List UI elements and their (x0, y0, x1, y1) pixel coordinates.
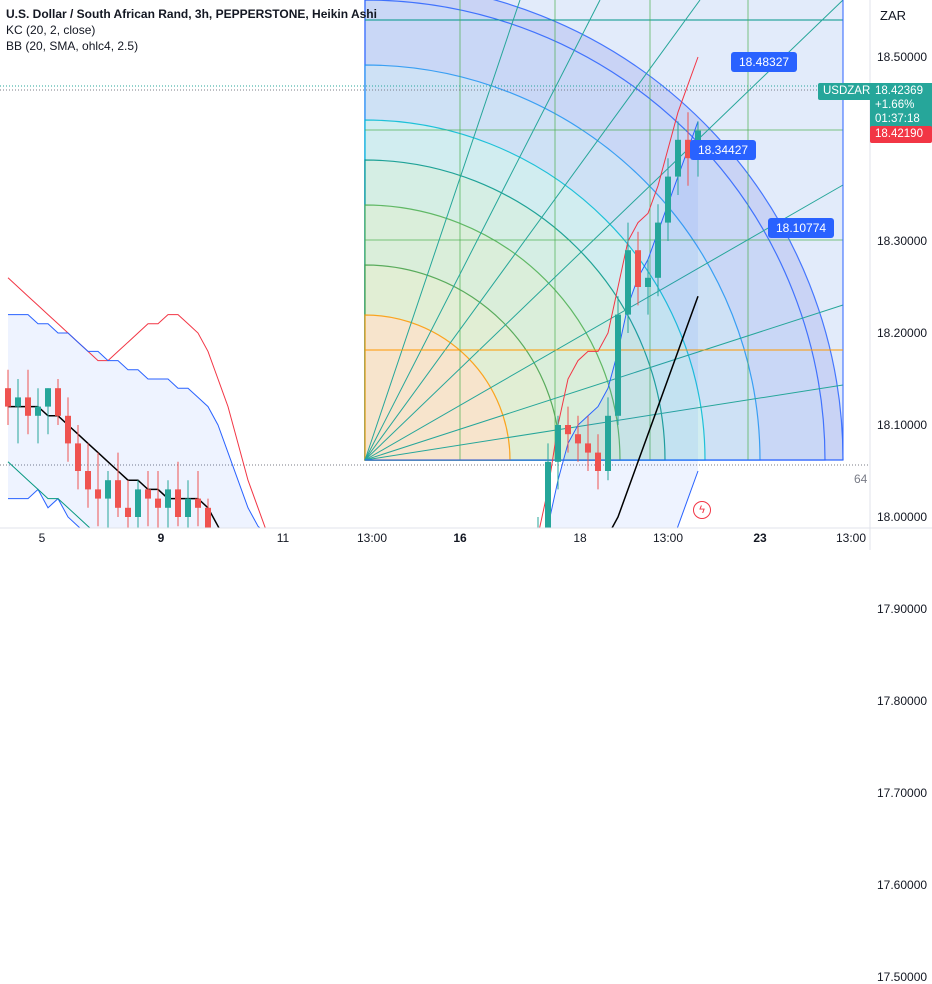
candle-body (65, 415, 71, 444)
time-tick-label: 13:00 (652, 531, 684, 545)
gann-fan-ray (364, 0, 521, 461)
candle-body (155, 498, 161, 508)
candle-body (595, 452, 601, 471)
legend-bb[interactable]: BB (20, SMA, ohlc4, 2.5) (6, 39, 139, 53)
candle-body (165, 489, 171, 508)
candle-body (195, 498, 201, 508)
candle-body (585, 443, 591, 453)
legend-title: U.S. Dollar / South African Rand, 3h, PE… (6, 7, 377, 21)
candle-body (95, 489, 101, 499)
price-tick-label: 17.60000 (877, 878, 928, 892)
candle-body (205, 507, 211, 528)
candle-body (555, 425, 561, 462)
kc-upper-line (7, 56, 699, 528)
gann-fan-ray (364, 304, 844, 461)
candle-body (85, 471, 91, 490)
bb-mid-line (8, 295, 699, 528)
price-change: +1.66% (875, 99, 915, 111)
price-tick-label: 17.90000 (877, 602, 928, 616)
gann-fan-ray (364, 0, 601, 461)
red-price-badge: 18.42190 (870, 126, 932, 143)
price-callout-a[interactable]: 18.48327 (731, 52, 798, 72)
candle-body (575, 434, 581, 444)
price-badge: 18.42369 +1.66% 01:37:18 (870, 83, 932, 128)
price-tick-label: 17.70000 (877, 786, 928, 800)
bar-countdown: 01:37:18 (875, 113, 920, 125)
currency-label[interactable]: ZAR (880, 8, 906, 23)
gann-fan-ray (364, 0, 701, 461)
candle-body (15, 397, 21, 407)
candle-body (75, 443, 81, 471)
indicator-bands (7, 56, 699, 528)
candle-body (115, 480, 121, 508)
candle-body (545, 461, 551, 528)
candle-body (645, 277, 651, 287)
bb-fill (8, 121, 698, 528)
time-tick-label: 18 (573, 531, 587, 545)
candle-body (185, 498, 191, 517)
time-tick-label: 11 (276, 531, 290, 545)
price-callout-b[interactable]: 18.34427 (690, 140, 757, 160)
candle-body (25, 397, 31, 416)
time-tick-label: 13:00 (356, 531, 388, 545)
candle-body (35, 406, 41, 416)
legend-kc[interactable]: KC (20, 2, close) (6, 23, 96, 37)
candle-body (665, 176, 671, 223)
gann-fan-ray (364, 184, 844, 461)
candle-body (45, 388, 51, 407)
bb-upper-line (8, 121, 699, 528)
candle-body (625, 250, 631, 315)
candle-body (55, 388, 61, 416)
price-tick-label: 18.20000 (877, 326, 928, 340)
candle-body (125, 507, 131, 517)
candle-body (615, 314, 621, 416)
price-tick-label: 18.00000 (877, 510, 928, 524)
price-tick-label: 17.50000 (877, 970, 928, 984)
price-tick-label: 18.10000 (877, 418, 928, 432)
candle-body (135, 489, 141, 517)
price-tick-label: 17.80000 (877, 694, 928, 708)
candle-body (145, 489, 151, 499)
candle-body (175, 489, 181, 517)
candle-body (105, 480, 111, 499)
candle-body (635, 250, 641, 287)
candle-body (605, 415, 611, 471)
time-tick-label: 23 (753, 531, 767, 545)
time-tick-label: 16 (453, 531, 467, 545)
candle-body (565, 425, 571, 435)
symbol-badge: USDZAR (818, 83, 876, 100)
candle-body (655, 222, 661, 278)
price-tick-label: 18.50000 (877, 50, 928, 64)
gann-fan-ray (364, 384, 844, 461)
chart-legend: U.S. Dollar / South African Rand, 3h, PE… (6, 6, 377, 54)
time-tick-label: 9 (157, 531, 165, 545)
candles (5, 112, 701, 550)
time-tick-label: 5 (38, 531, 46, 545)
price-tick-label: 18.30000 (877, 234, 928, 248)
chart-canvas[interactable] (0, 0, 932, 550)
candle-body (685, 139, 691, 159)
time-tick-label: 13:00 (835, 531, 867, 545)
lightning-icon[interactable]: ϟ (693, 501, 711, 519)
candle-body (5, 388, 11, 407)
gann-fan-drawing[interactable] (0, 0, 870, 466)
gann-fan-ray (364, 0, 844, 461)
corner-number: 64 (854, 472, 868, 486)
candle-body (675, 139, 681, 177)
last-price: 18.42369 (875, 85, 923, 97)
candle-body (535, 535, 541, 550)
price-callout-c[interactable]: 18.10774 (768, 218, 835, 238)
